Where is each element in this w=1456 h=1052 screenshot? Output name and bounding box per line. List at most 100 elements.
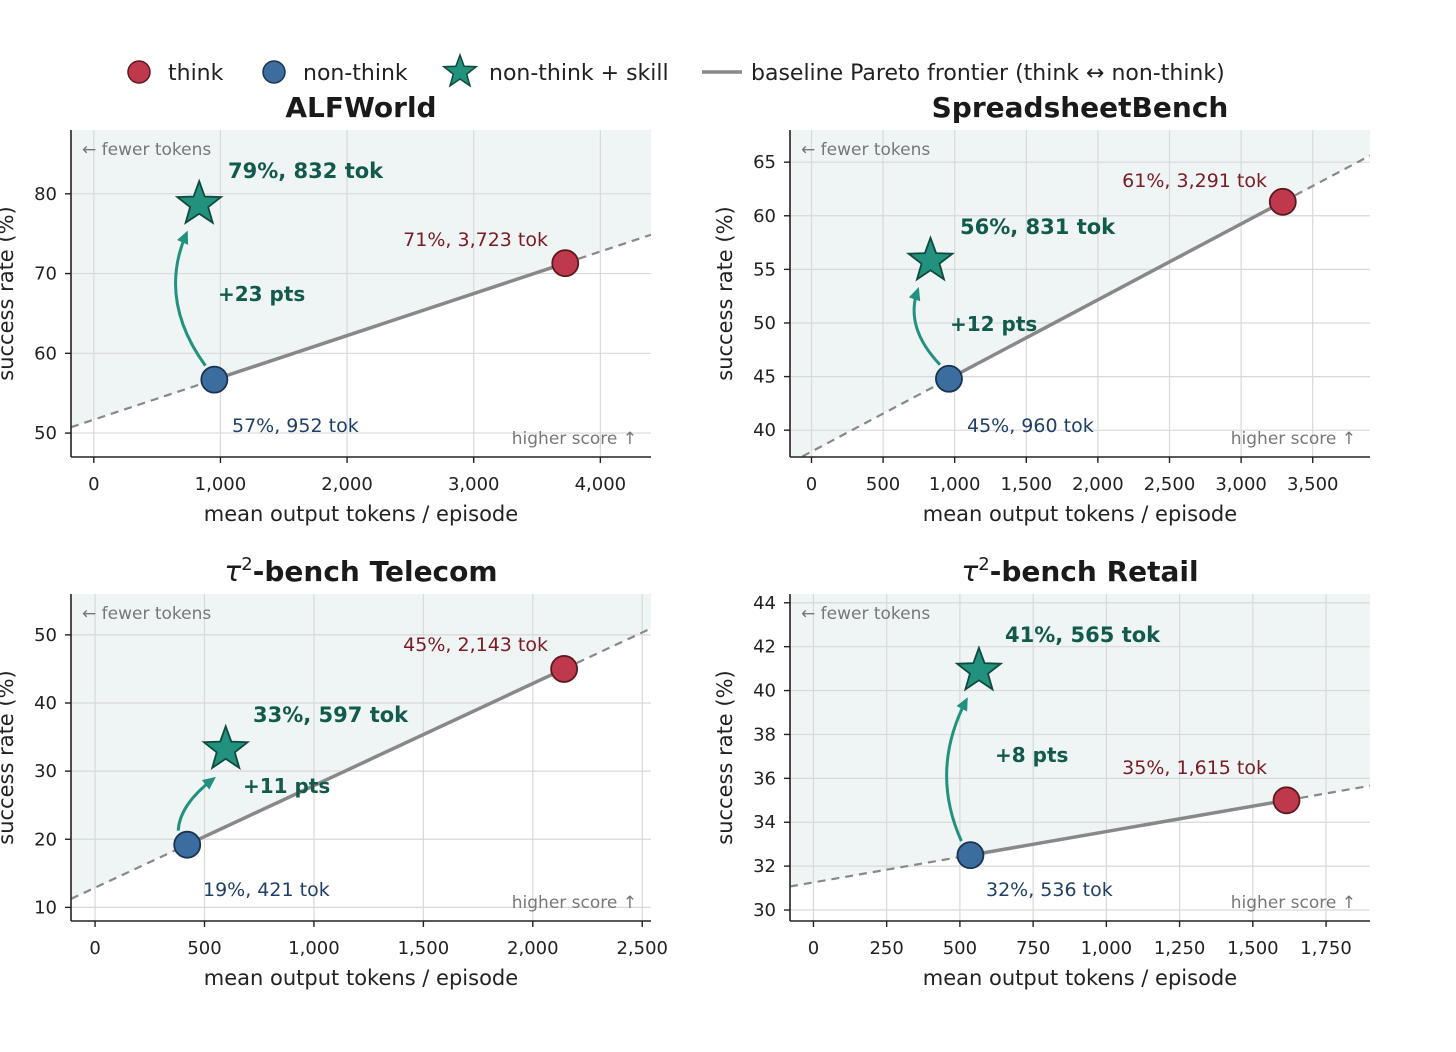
frontier-ext-left-retail	[790, 854, 971, 888]
y-tick-label-spreadsheetbench-1: 45	[753, 367, 776, 388]
x-tick-label-alfworld-1: 1,000	[195, 474, 247, 495]
label-think-telecom: 45%, 2,143 tok	[403, 634, 548, 656]
panel-title-spreadsheetbench: SpreadsheetBench	[932, 91, 1229, 124]
y-tick-label-telecom-4: 50	[34, 625, 57, 646]
label-non-think-spreadsheetbench: 45%, 960 tok	[967, 415, 1094, 437]
x-axis-label-alfworld: mean output tokens / episode	[204, 502, 518, 526]
frontier-line-retail	[970, 798, 1287, 857]
x-tick-label-telecom-4: 2,000	[507, 938, 559, 959]
legend-skill-star-icon	[441, 52, 479, 88]
frontier-ext-left-spreadsheetbench	[798, 377, 950, 457]
label-gain-telecom: +11 pts	[243, 774, 330, 798]
point-think-spreadsheetbench	[1268, 187, 1297, 216]
point-skill-telecom	[201, 723, 251, 771]
point-skill-retail	[954, 645, 1004, 692]
y-tick-label-telecom-2: 30	[34, 761, 57, 782]
note-fewer-tokens-alfworld: ← fewer tokens	[82, 140, 211, 160]
label-think-spreadsheetbench: 61%, 3,291 tok	[1122, 170, 1267, 192]
panel-title-retail-rest: -bench Retail	[990, 555, 1199, 588]
point-non-think-telecom	[173, 830, 202, 859]
legend-skill-label: non-think + skill	[489, 61, 669, 86]
x-tick-label-spreadsheetbench-3: 1,500	[1001, 474, 1053, 495]
gain-arrow-head-telecom	[201, 776, 216, 790]
label-gain-retail: +8 pts	[995, 743, 1068, 767]
x-tick-label-spreadsheetbench-2: 1,000	[929, 474, 981, 495]
y-tick-label-telecom-1: 20	[34, 829, 57, 850]
x-tick-label-telecom-5: 2,500	[616, 938, 668, 959]
label-gain-spreadsheetbench: +12 pts	[950, 312, 1037, 336]
point-think-telecom	[550, 655, 579, 683]
note-higher-score-retail: higher score ↑	[1231, 893, 1356, 913]
x-tick-label-alfworld-4: 4,000	[575, 474, 627, 495]
point-skill-spreadsheetbench	[906, 235, 955, 282]
note-higher-score-alfworld: higher score ↑	[512, 429, 637, 449]
x-tick-label-spreadsheetbench-4: 2,000	[1072, 474, 1124, 495]
label-skill-telecom: 33%, 597 tok	[253, 703, 409, 727]
x-tick-label-spreadsheetbench-7: 3,500	[1287, 474, 1339, 495]
y-axis-label-alfworld: success rate (%)	[0, 206, 18, 381]
panel-title-retail-sup: 2	[978, 554, 989, 575]
x-tick-label-spreadsheetbench-6: 3,000	[1215, 474, 1267, 495]
point-non-think-alfworld	[200, 365, 229, 394]
panel-spreadsheetbench: 0 500 1,000 1,500 2,000 2,500 3,000 3,500 40 45 50…	[713, 130, 1370, 526]
label-skill-retail: 41%, 565 tok	[1005, 623, 1161, 647]
y-tick-label-spreadsheetbench-2: 50	[753, 313, 776, 334]
frontier-line-spreadsheetbench	[948, 200, 1284, 381]
panel-title-telecom-sup: 2	[241, 554, 252, 575]
legend-think-label: think	[168, 61, 224, 86]
y-tick-label-retail-6: 42	[753, 637, 776, 658]
x-tick-label-alfworld-3: 3,000	[448, 474, 500, 495]
y-tick-label-spreadsheetbench-0: 40	[753, 420, 776, 441]
plot-area-retail	[790, 594, 1370, 921]
better-region-spreadsheetbench	[790, 130, 1370, 457]
y-tick-label-alfworld-1: 60	[34, 343, 57, 364]
note-fewer-tokens-spreadsheetbench: ← fewer tokens	[801, 140, 930, 160]
panel-retail: 0 250 500 750 1,000 1,250 1,500 1,750 30 32 34 36 38…	[713, 593, 1370, 990]
y-tick-label-retail-0: 30	[753, 900, 776, 921]
frontier-line-telecom	[186, 667, 565, 847]
x-tick-label-retail-7: 1,750	[1300, 938, 1352, 959]
x-tick-label-alfworld-2: 2,000	[321, 474, 373, 495]
x-tick-label-retail-0: 0	[808, 938, 819, 959]
x-tick-label-retail-5: 1,250	[1154, 938, 1206, 959]
gain-arrow-retail	[945, 700, 968, 842]
legend-frontier-label: baseline Pareto frontier (think ↔ non-th…	[751, 61, 1225, 86]
x-tick-label-telecom-3: 1,500	[398, 938, 450, 959]
y-tick-label-alfworld-0: 50	[34, 423, 57, 444]
gain-arrow-alfworld	[174, 233, 207, 367]
y-tick-label-telecom-0: 10	[34, 897, 57, 918]
point-skill-alfworld	[174, 178, 224, 225]
label-skill-alfworld: 79%, 832 tok	[228, 159, 384, 183]
label-gain-alfworld: +23 pts	[218, 282, 305, 306]
x-tick-label-retail-6: 1,500	[1227, 938, 1279, 959]
x-tick-label-retail-4: 1,000	[1081, 938, 1133, 959]
panel-telecom: 0 500 1,000 1,500 2,000 2,500 10 20 30 40 50 mean o…	[0, 594, 668, 990]
y-tick-label-alfworld-3: 80	[34, 184, 57, 205]
y-tick-label-spreadsheetbench-5: 65	[753, 152, 776, 173]
label-non-think-alfworld: 57%, 952 tok	[232, 415, 359, 437]
point-think-alfworld	[551, 249, 580, 278]
better-region-retail	[790, 594, 1370, 887]
y-tick-label-spreadsheetbench-4: 60	[753, 206, 776, 227]
x-tick-label-spreadsheetbench-0: 0	[806, 474, 817, 495]
note-higher-score-spreadsheetbench: higher score ↑	[1231, 429, 1356, 449]
gain-arrow-head-retail	[956, 697, 968, 712]
panel-title-retail-tau: τ	[961, 555, 978, 588]
note-higher-score-telecom: higher score ↑	[512, 893, 637, 913]
x-tick-label-telecom-1: 500	[187, 938, 221, 959]
label-skill-spreadsheetbench: 56%, 831 tok	[960, 215, 1116, 239]
point-think-retail	[1272, 786, 1301, 815]
x-axis-label-telecom: mean output tokens / episode	[204, 966, 518, 990]
y-axis-label-retail: success rate (%)	[713, 670, 737, 845]
x-tick-label-retail-3: 750	[1016, 938, 1050, 959]
y-tick-label-retail-1: 32	[753, 856, 776, 877]
panel-title-telecom: τ2-bench Telecom	[224, 554, 497, 588]
panel-title-alfworld: ALFWorld	[285, 91, 436, 124]
legend: think non-think non-think + skill baseli…	[127, 52, 1225, 88]
panel-title-telecom-tau: τ	[224, 555, 241, 588]
y-tick-label-retail-2: 34	[753, 812, 776, 833]
y-tick-label-telecom-3: 40	[34, 693, 57, 714]
y-tick-label-retail-7: 44	[753, 593, 776, 614]
panel-title-telecom-rest: -bench Telecom	[253, 555, 498, 588]
point-non-think-spreadsheetbench	[935, 364, 963, 393]
